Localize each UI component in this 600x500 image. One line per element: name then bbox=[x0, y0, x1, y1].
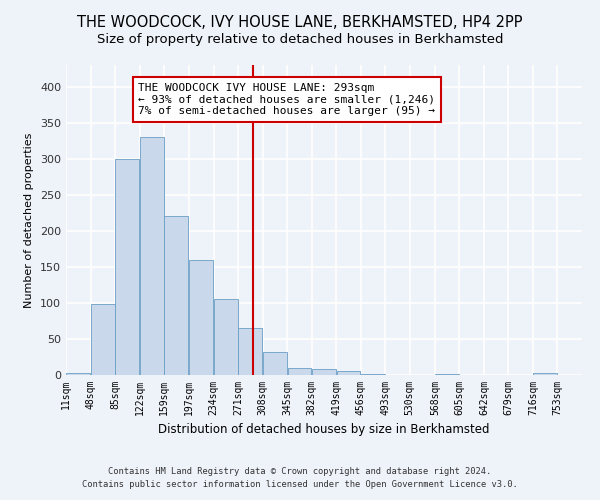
Bar bbox=[164, 216, 188, 375]
Y-axis label: Number of detached properties: Number of detached properties bbox=[25, 132, 34, 308]
Text: THE WOODCOCK IVY HOUSE LANE: 293sqm
← 93% of detached houses are smaller (1,246): THE WOODCOCK IVY HOUSE LANE: 293sqm ← 93… bbox=[138, 83, 435, 116]
Bar bbox=[66, 373, 90, 375]
Bar bbox=[214, 298, 238, 375]
Text: Size of property relative to detached houses in Berkhamsted: Size of property relative to detached ho… bbox=[97, 32, 503, 46]
Bar bbox=[190, 260, 214, 375]
Bar bbox=[312, 369, 336, 375]
Bar bbox=[435, 374, 459, 375]
Bar bbox=[533, 373, 557, 375]
Text: THE WOODCOCK, IVY HOUSE LANE, BERKHAMSTED, HP4 2PP: THE WOODCOCK, IVY HOUSE LANE, BERKHAMSTE… bbox=[77, 15, 523, 30]
Bar bbox=[287, 368, 311, 375]
Bar bbox=[238, 328, 262, 375]
Text: Contains HM Land Registry data © Crown copyright and database right 2024.
Contai: Contains HM Land Registry data © Crown c… bbox=[82, 468, 518, 489]
Bar bbox=[361, 374, 385, 375]
X-axis label: Distribution of detached houses by size in Berkhamsted: Distribution of detached houses by size … bbox=[158, 424, 490, 436]
Bar bbox=[91, 304, 115, 375]
Bar bbox=[337, 372, 361, 375]
Bar bbox=[140, 137, 164, 375]
Bar bbox=[263, 352, 287, 375]
Bar bbox=[115, 160, 139, 375]
